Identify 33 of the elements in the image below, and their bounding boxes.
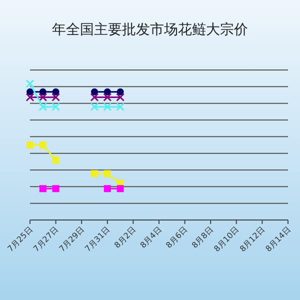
x-tick-label: 8月4日 xyxy=(138,225,164,250)
point xyxy=(116,88,124,96)
point xyxy=(52,156,60,164)
point xyxy=(116,93,125,102)
point xyxy=(39,185,46,192)
point xyxy=(104,88,111,96)
point xyxy=(26,79,34,88)
point xyxy=(116,102,125,112)
point xyxy=(104,170,111,178)
point xyxy=(103,93,112,102)
point xyxy=(90,93,99,102)
point xyxy=(39,142,46,148)
point xyxy=(26,88,34,96)
point xyxy=(91,88,98,96)
point xyxy=(52,88,60,96)
point xyxy=(52,93,60,102)
point xyxy=(39,88,46,96)
point xyxy=(103,102,112,112)
point xyxy=(116,185,124,192)
point xyxy=(52,102,60,112)
point xyxy=(38,93,48,102)
point xyxy=(90,102,99,112)
point xyxy=(104,185,111,192)
point xyxy=(91,170,98,178)
point xyxy=(52,185,60,192)
x-tick-label: 8月2日 xyxy=(112,225,138,250)
point xyxy=(26,142,34,148)
chart-title: 年全国主要批发市场花鲢大宗价 xyxy=(52,22,248,38)
x-tick-label: 8月6日 xyxy=(164,225,190,250)
point xyxy=(38,102,48,112)
x-tick-label: 7月27日 xyxy=(32,225,60,254)
x-tick-label: 7月25日 xyxy=(6,225,34,254)
point xyxy=(26,93,34,102)
